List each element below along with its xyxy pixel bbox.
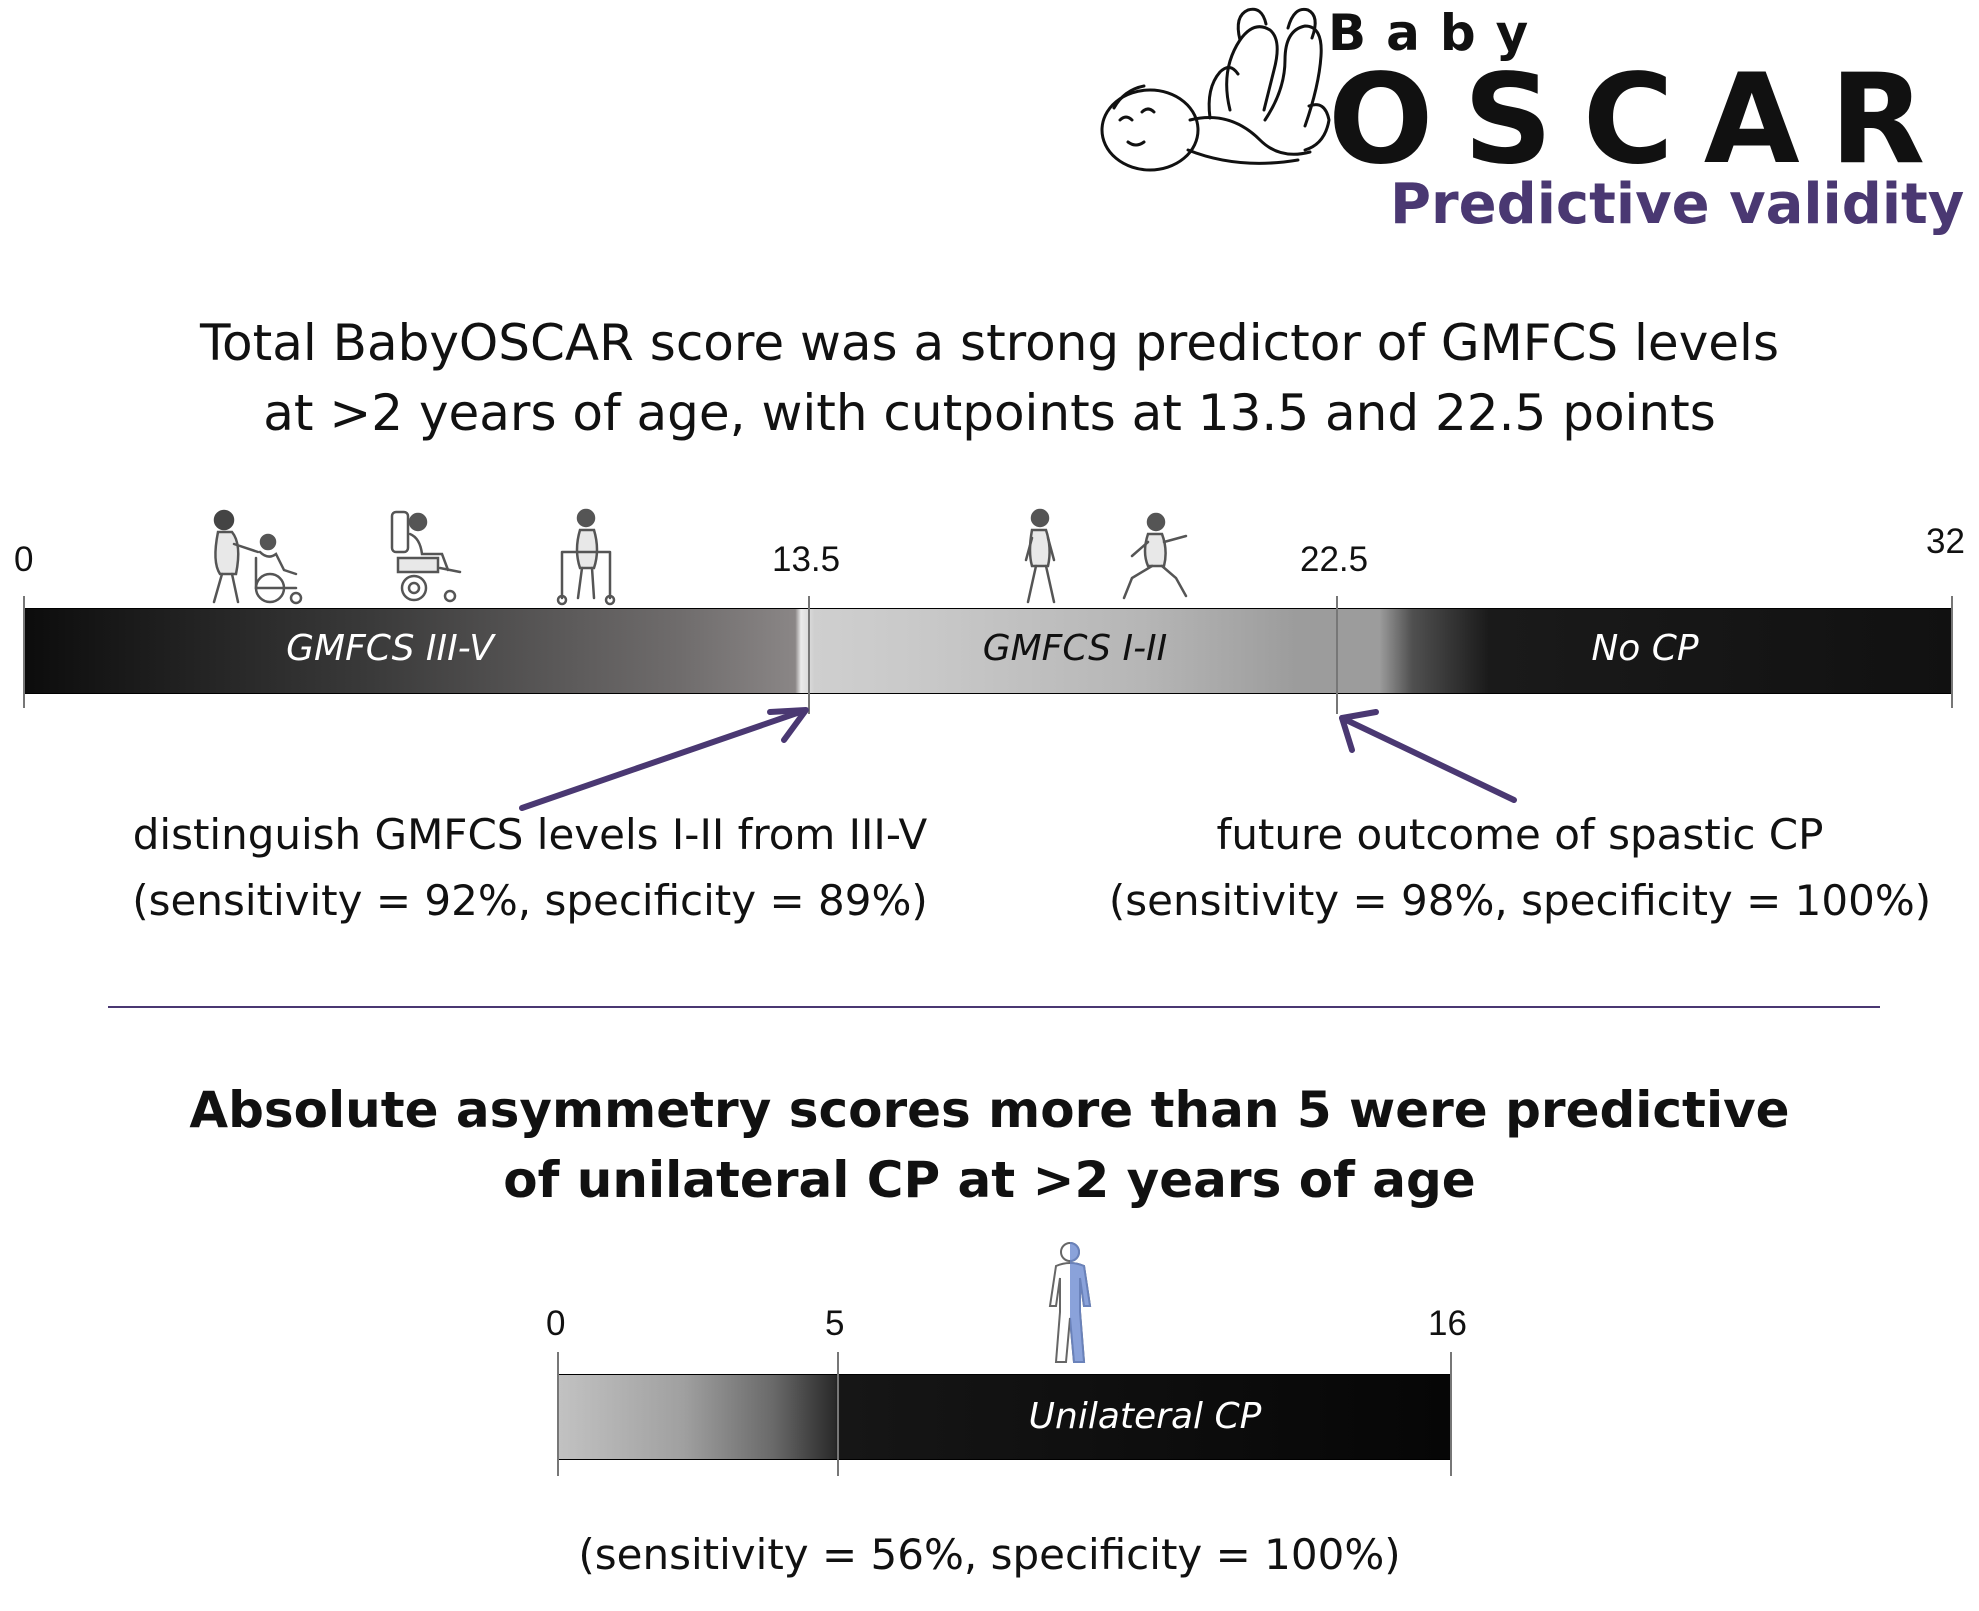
section1-headline-line2: at >2 years of age, with cutpoints at 13… xyxy=(263,384,1716,442)
logo-oscar-text: OSCAR xyxy=(1328,48,1956,192)
arrow-to-22-5 xyxy=(1339,715,1517,803)
section2-headline-line2: of unilateral CP at >2 years of age xyxy=(503,1151,1476,1209)
section2-headline-line1: Absolute asymmetry scores more than 5 we… xyxy=(189,1081,1790,1139)
baby-drawing-icon xyxy=(1100,7,1331,172)
segment-label-no-cp: No CP xyxy=(1591,628,1699,669)
scale2-tick-16: 16 xyxy=(1428,1304,1467,1343)
score-bar-main xyxy=(24,608,1952,694)
section2-stats: (sensitivity = 56%, specificity = 100%) xyxy=(578,1530,1401,1579)
scale2-tick-0: 0 xyxy=(546,1304,566,1343)
power-wheelchair-icon xyxy=(390,510,462,603)
scale2-tick-5: 5 xyxy=(825,1304,845,1343)
scale2-tick-line-16 xyxy=(1450,1352,1452,1476)
annotation-left-line1: distinguish GMFCS levels I-II from III-V xyxy=(132,810,928,859)
wheelchair-pushed-icon xyxy=(212,509,303,605)
scale1-tick-32: 32 xyxy=(1926,522,1965,561)
scale1-tick-line-22-5 xyxy=(1336,596,1338,714)
half-body-figure-icon xyxy=(1048,1242,1092,1363)
section1-headline-line1: Total BabyOSCAR score was a strong predi… xyxy=(199,314,1779,372)
running-child-icon xyxy=(1122,512,1188,600)
section-divider xyxy=(108,1006,1880,1008)
walker-icon xyxy=(556,508,616,606)
annotation-right: future outcome of spastic CP (sensitivit… xyxy=(1060,802,1979,934)
scale1-tick-13-5: 13.5 xyxy=(772,540,841,579)
scale2-tick-line-0 xyxy=(557,1352,559,1476)
arrows-layer xyxy=(519,707,1517,811)
section2-headline: Absolute asymmetry scores more than 5 we… xyxy=(0,1075,1979,1215)
annotation-left-line2: (sensitivity = 92%, specificity = 89%) xyxy=(132,876,928,925)
annotation-right-line2: (sensitivity = 98%, specificity = 100%) xyxy=(1108,876,1932,925)
asymmetry-bar xyxy=(558,1374,1452,1460)
annotation-right-line1: future outcome of spastic CP xyxy=(1216,810,1824,859)
annotation-left: distinguish GMFCS levels I-II from III-V… xyxy=(30,802,1030,934)
scale1-tick-line-13-5 xyxy=(808,596,810,714)
scale1-tick-0: 0 xyxy=(14,540,34,579)
logo-baby-text: Baby xyxy=(1328,4,1549,62)
logo xyxy=(1090,0,1970,240)
scale1-tick-22-5: 22.5 xyxy=(1300,540,1369,579)
segment-label-unilateral-cp: Unilateral CP xyxy=(1028,1396,1262,1437)
section1-headline: Total BabyOSCAR score was a strong predi… xyxy=(0,308,1979,448)
scale1-tick-line-32 xyxy=(1951,596,1953,708)
arrow-to-13-5 xyxy=(519,709,803,811)
segment-label-gmfcs-iii-v: GMFCS III-V xyxy=(286,628,494,669)
logo-subtitle: Predictive validity xyxy=(1390,172,1965,237)
segment-label-gmfcs-i-ii: GMFCS I-II xyxy=(982,628,1168,669)
scale1-tick-line-0 xyxy=(23,596,25,708)
walking-child-icon xyxy=(1024,508,1056,604)
scale2-tick-line-5 xyxy=(837,1352,839,1476)
